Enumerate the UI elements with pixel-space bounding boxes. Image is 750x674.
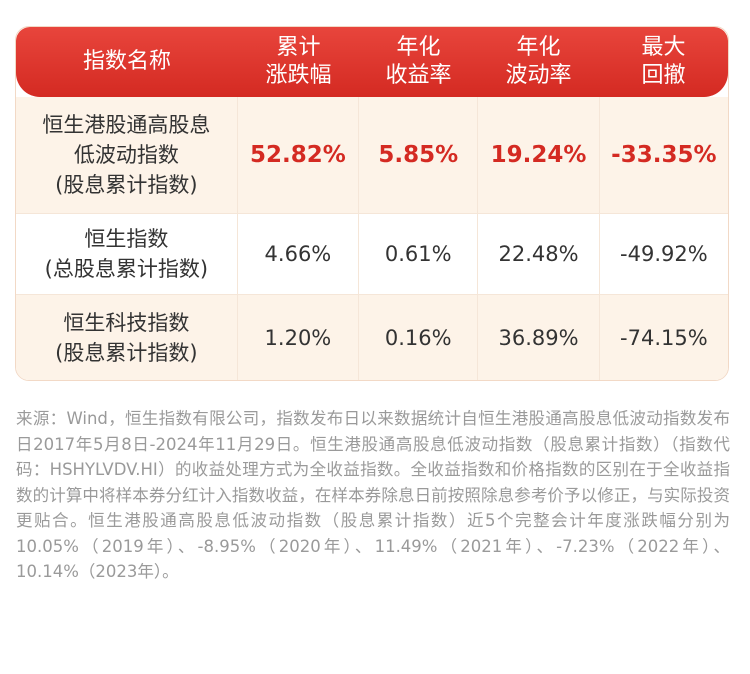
table-body: 恒生港股通高股息 低波动指数 (股息累计指数) 52.82% 5.85% 19.… (16, 97, 728, 380)
table-row: 恒生指数 (总股息累计指数) 4.66% 0.61% 22.48% -49.92… (16, 214, 728, 295)
header-annual-return: 年化 收益率 (385, 35, 452, 88)
row-index-name: 恒生科技指数 (股息累计指数) (55, 311, 198, 365)
annual-volatility-value: 19.24% (490, 142, 587, 168)
row-index-name: 恒生港股通高股息 低波动指数 (股息累计指数) (42, 113, 211, 197)
row-index-name: 恒生指数 (总股息累计指数) (44, 227, 209, 281)
annual-return-value: 0.16% (384, 326, 452, 350)
table-header: 指数名称 累计 涨跌幅 年化 收益率 年化 波动率 最大 回撤 (16, 27, 728, 97)
cumulative-change-value: 4.66% (264, 242, 332, 266)
max-drawdown-value: -49.92% (620, 242, 708, 266)
annual-volatility-value: 36.89% (498, 326, 579, 350)
cumulative-change-value: 1.20% (264, 326, 332, 350)
annual-return-value: 5.85% (378, 142, 459, 168)
table-row: 恒生港股通高股息 低波动指数 (股息累计指数) 52.82% 5.85% 19.… (16, 97, 728, 214)
source-footnote: 来源：Wind，恒生指数有限公司，指数发布日以来数据统计自恒生港股通高股息低波动… (16, 409, 730, 581)
table-row: 恒生科技指数 (股息累计指数) 1.20% 0.16% 36.89% -74.1… (16, 295, 728, 380)
max-drawdown-value: -33.35% (611, 142, 717, 168)
header-max-drawdown: 最大 回撤 (641, 35, 686, 88)
header-annual-volatility: 年化 波动率 (505, 35, 572, 88)
cumulative-change-value: 52.82% (250, 142, 346, 168)
header-index-name: 指数名称 (82, 49, 171, 74)
header-cumulative-change: 累计 涨跌幅 (265, 35, 332, 88)
annual-volatility-value: 22.48% (498, 242, 579, 266)
annual-return-value: 0.61% (384, 242, 452, 266)
index-comparison-table: 指数名称 累计 涨跌幅 年化 收益率 年化 波动率 最大 回撤 恒生港股通高股息… (15, 26, 729, 381)
max-drawdown-value: -74.15% (620, 326, 708, 350)
